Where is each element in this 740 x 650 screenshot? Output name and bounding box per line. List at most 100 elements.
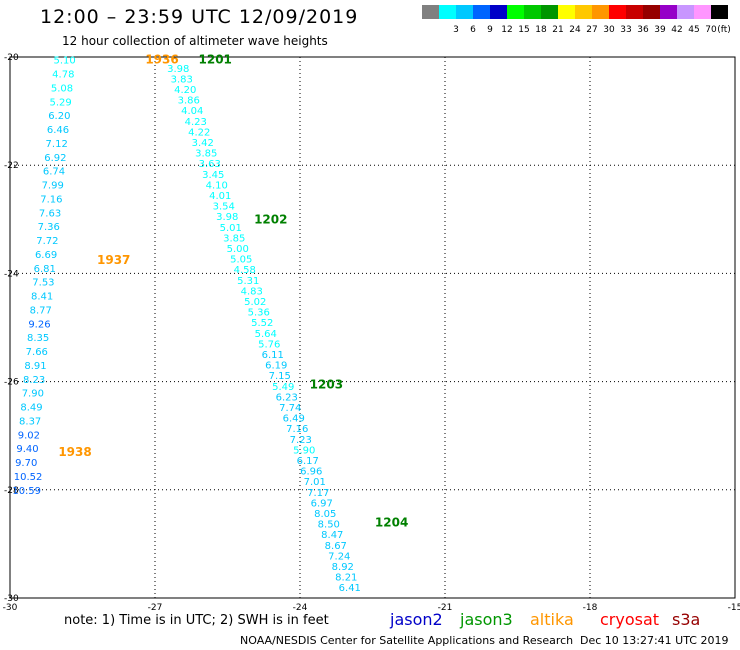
- pass-number-label: 1203: [310, 377, 343, 391]
- legend-swatch: [541, 5, 558, 19]
- legend-label: 24: [569, 25, 581, 35]
- wave-height-value: 6.23: [276, 392, 298, 403]
- wave-height-value: 4.01: [209, 191, 231, 202]
- latitude-tick-label: -24: [4, 269, 19, 279]
- wave-height-value: 8.67: [325, 541, 347, 552]
- latitude-tick-label: -22: [4, 161, 19, 171]
- wave-height-value: 6.46: [47, 125, 69, 136]
- wave-height-value: 6.92: [44, 153, 66, 164]
- wave-height-value: 8.35: [27, 333, 49, 344]
- legend-swatch: [473, 5, 490, 19]
- legend-swatch: [422, 5, 439, 19]
- wave-height-value: 5.05: [230, 255, 252, 266]
- wave-height-value: 7.23: [290, 435, 312, 446]
- wave-height-value: 8.37: [19, 416, 41, 427]
- wave-height-value: 5.01: [220, 223, 242, 234]
- wave-height-value: 4.04: [181, 106, 203, 117]
- wave-height-value: 6.74: [43, 167, 65, 178]
- map-title: 12:00 – 23:59 UTC 12/09/2019: [40, 6, 359, 28]
- wave-height-value: 7.17: [307, 488, 329, 499]
- wave-height-value: 8.41: [31, 292, 53, 303]
- wave-height-value: 5.31: [237, 276, 259, 287]
- wave-height-value: 3.85: [195, 149, 217, 160]
- legend-label: 21: [552, 25, 564, 35]
- satellite-name-jason3: jason3: [460, 610, 513, 629]
- wave-height-value: 5.64: [255, 329, 277, 340]
- legend-swatch: [677, 5, 694, 19]
- wave-height-value: 8.23: [23, 375, 45, 386]
- satellite-name-cryosat: cryosat: [600, 610, 660, 629]
- wave-height-value: 4.23: [185, 117, 207, 128]
- wave-height-value: 5.90: [293, 445, 315, 456]
- wave-height-value: 6.11: [262, 350, 284, 361]
- wave-height-value: 10.52: [14, 472, 43, 483]
- wave-height-value: 7.63: [39, 208, 61, 219]
- wave-height-value: 7.24: [328, 551, 350, 562]
- legend-unit: (ft): [717, 25, 731, 35]
- wave-height-value: 7.36: [38, 222, 60, 233]
- wave-height-value: 8.50: [318, 520, 340, 531]
- wave-height-value: 7.74: [279, 403, 301, 414]
- latitude-tick-label: -26: [4, 378, 19, 388]
- pass-number-label: 1937: [97, 253, 130, 267]
- longitude-tick-label: -30: [3, 603, 18, 613]
- wave-height-value: 5.49: [272, 382, 294, 393]
- longitude-tick-label: -15: [728, 603, 740, 613]
- wave-height-value: 7.90: [22, 389, 44, 400]
- wave-height-value: 8.92: [332, 562, 354, 573]
- wave-height-value: 4.58: [234, 265, 256, 276]
- legend-label: 36: [637, 25, 649, 35]
- wave-height-value: 6.19: [265, 361, 287, 372]
- satellite-name-s3a: s3a: [672, 610, 701, 629]
- map-subtitle: 12 hour collection of altimeter wave hei…: [62, 34, 328, 48]
- wave-height-value: 5.02: [244, 297, 266, 308]
- wave-height-value: 3.54: [213, 202, 235, 213]
- legend-label: 18: [535, 25, 547, 35]
- wave-height-value: 4.83: [241, 286, 263, 297]
- wave-height-value: 3.42: [192, 138, 214, 149]
- legend-label: 15: [518, 25, 530, 35]
- wave-height-value: 7.12: [46, 139, 68, 150]
- legend-label: 39: [654, 25, 666, 35]
- latitude-tick-label: -30: [4, 594, 19, 604]
- wave-height-value: 8.47: [321, 530, 343, 541]
- longitude-tick-label: -27: [148, 603, 163, 613]
- pass-number-label: 1202: [254, 212, 287, 226]
- legend-swatch: [609, 5, 626, 19]
- legend-label: 33: [620, 25, 632, 35]
- longitude-tick-label: -21: [438, 603, 453, 613]
- satellite-name-altika: altika: [530, 610, 574, 629]
- legend-swatch: [592, 5, 609, 19]
- wave-height-value: 9.40: [16, 444, 38, 455]
- wave-height-value: 8.21: [335, 573, 357, 584]
- wave-height-value: 9.26: [28, 319, 50, 330]
- legend-label: 3: [453, 25, 459, 35]
- wave-height-value: 4.22: [188, 127, 210, 138]
- legend-label: 12: [501, 25, 513, 35]
- legend-swatch: [643, 5, 660, 19]
- wave-height-value: 3.98: [167, 64, 189, 75]
- wave-height-value: 8.91: [24, 361, 46, 372]
- wave-height-value: 3.83: [171, 74, 193, 85]
- wave-height-value: 6.49: [283, 414, 305, 425]
- wave-height-value: 5.36: [248, 308, 270, 319]
- legend-label: 27: [586, 25, 598, 35]
- wave-height-value: 6.17: [297, 456, 319, 467]
- legend-swatch: [524, 5, 541, 19]
- wave-height-value: 5.10: [54, 56, 76, 67]
- wave-height-value: 6.81: [34, 264, 56, 275]
- legend-label: 70: [705, 25, 717, 35]
- wave-height-value: 6.97: [311, 498, 333, 509]
- wave-height-value: 6.96: [300, 467, 322, 478]
- wave-height-value: 6.20: [48, 111, 70, 122]
- wave-height-value: 7.66: [26, 347, 48, 358]
- wave-height-value: 7.72: [36, 236, 58, 247]
- satellite-name-jason2: jason2: [390, 610, 443, 629]
- legend-label: 6: [470, 25, 476, 35]
- wave-height-value: 5.08: [51, 83, 73, 94]
- longitude-tick-label: -18: [583, 603, 598, 613]
- wave-height-value: 5.00: [227, 244, 249, 255]
- pass-number-label: 1201: [199, 53, 232, 67]
- map-frame: [9, 56, 736, 599]
